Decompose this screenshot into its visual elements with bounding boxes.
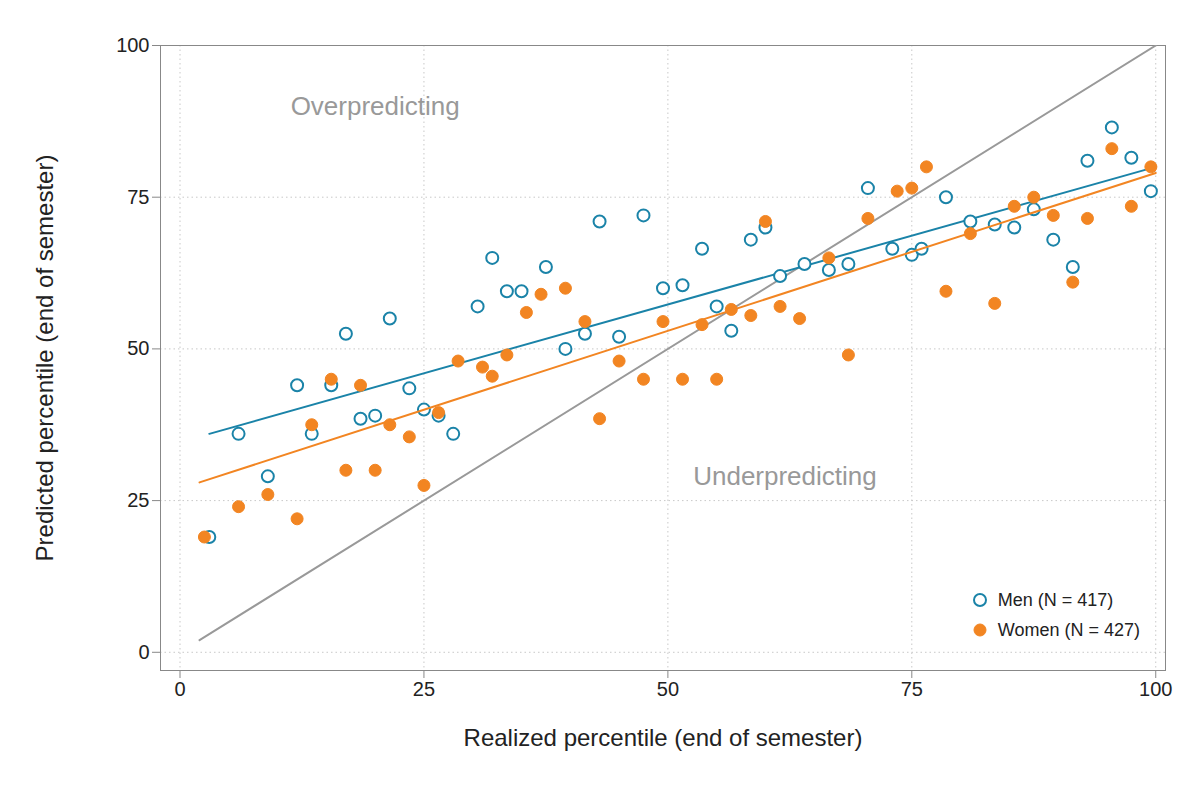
html-text:Men (N = 417): Men (N = 417) — [997, 590, 1114, 610]
svg-text:0: 0 — [138, 641, 149, 663]
svg-text:100: 100 — [1139, 678, 1172, 700]
svg-text:0: 0 — [174, 678, 185, 700]
svg-text:Realized percentile (end of se: Realized percentile (end of semester) — [464, 724, 863, 751]
html-text:Women (N = 427): Women (N = 427) — [997, 620, 1140, 640]
svg-text:100: 100 — [116, 34, 149, 56]
svg-text:Overpredicting: Overpredicting — [291, 90, 460, 120]
svg-text:75: 75 — [901, 678, 923, 700]
svg-text:50: 50 — [127, 337, 149, 359]
svg-text:25: 25 — [413, 678, 435, 700]
svg-text:50: 50 — [657, 678, 679, 700]
svg-text:Predicted percentile (end of s: Predicted percentile (end of semester) — [31, 155, 58, 562]
svg-text:75: 75 — [127, 186, 149, 208]
svg-text:25: 25 — [127, 489, 149, 511]
svg-text:Underpredicting: Underpredicting — [693, 461, 877, 491]
